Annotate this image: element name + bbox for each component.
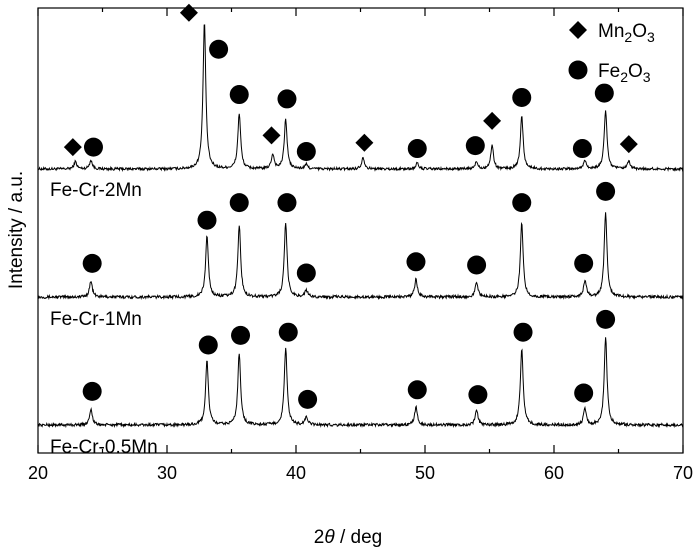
fe2o3-marker: [296, 141, 316, 161]
fe2o3-marker: [82, 253, 102, 273]
xrd-pattern-line: [37, 212, 684, 301]
fe2o3-marker: [468, 385, 488, 405]
series-group: Fe-Cr-2Mn Fe-Cr-1Mn Fe-Cr-0.5Mn: [37, 3, 684, 458]
series-Fe-Cr-1Mn: Fe-Cr-1Mn: [37, 181, 684, 330]
fe2o3-marker: [198, 335, 218, 355]
fe2o3-marker: [467, 255, 487, 275]
fe2o3-marker: [596, 181, 616, 201]
theta-symbol: θ: [324, 527, 335, 548]
xrd-pattern-line: [37, 24, 684, 173]
legend: Mn2O3 Fe2O3: [568, 21, 655, 85]
xrd-pattern-line: [37, 337, 684, 429]
x-tick-label: 50: [415, 463, 435, 483]
fe2o3-marker: [594, 83, 614, 103]
fe2o3-marker: [572, 139, 592, 159]
fe2o3-marker: [574, 383, 594, 403]
fe2o3-marker: [83, 137, 103, 157]
x-tick-label: 60: [544, 463, 564, 483]
mn2o3-marker: [619, 135, 638, 154]
mn2o3-marker: [63, 138, 82, 157]
y-axis-label: Intensity / a.u.: [6, 171, 27, 289]
fe2o3-marker: [512, 193, 532, 213]
x-tick-label: 40: [286, 463, 306, 483]
fe2o3-marker: [197, 210, 217, 230]
fe2o3-marker: [298, 389, 318, 409]
fe2o3-marker: [513, 322, 533, 342]
x-axis-ticks: 20 30 40 50 60 70: [28, 8, 693, 483]
series-Fe-Cr-2Mn: Fe-Cr-2Mn: [37, 3, 684, 201]
fe2o3-marker: [407, 380, 427, 400]
legend-label: Mn2O3: [598, 21, 655, 45]
fe2o3-marker: [296, 263, 316, 283]
legend-label: Fe2O3: [598, 61, 651, 85]
fe2o3-marker: [407, 139, 427, 159]
x-tick-label: 20: [28, 463, 48, 483]
mn2o3-marker: [483, 111, 502, 130]
fe2o3-marker: [277, 89, 297, 109]
fe2o3-marker: [82, 381, 102, 401]
mn2o3-marker: [262, 126, 281, 145]
legend-circle-marker: [568, 60, 588, 80]
y-axis-label-group: Intensity / a.u.: [6, 171, 27, 289]
legend-diamond-marker: [569, 21, 587, 39]
series-label: Fe-Cr-0.5Mn: [50, 437, 158, 458]
fe2o3-marker: [596, 309, 616, 329]
fe2o3-marker: [406, 252, 426, 272]
fe2o3-marker: [574, 253, 594, 273]
fe2o3-marker: [231, 325, 251, 345]
fe2o3-marker: [277, 193, 297, 213]
fe2o3-marker: [512, 87, 532, 107]
mn2o3-marker: [179, 3, 198, 22]
x-axis-label: 2θ / deg: [314, 527, 382, 548]
fe2o3-marker: [278, 322, 298, 342]
fe2o3-marker: [229, 193, 249, 213]
series-Fe-Cr-0.5Mn: Fe-Cr-0.5Mn: [37, 309, 684, 458]
series-label: Fe-Cr-1Mn: [50, 309, 142, 330]
x-tick-label: 30: [157, 463, 177, 483]
series-label: Fe-Cr-2Mn: [50, 180, 142, 201]
fe2o3-marker: [465, 136, 485, 156]
mn2o3-marker: [355, 133, 374, 152]
fe2o3-marker: [209, 39, 229, 59]
fe2o3-marker: [229, 85, 249, 105]
x-tick-label: 70: [673, 463, 693, 483]
